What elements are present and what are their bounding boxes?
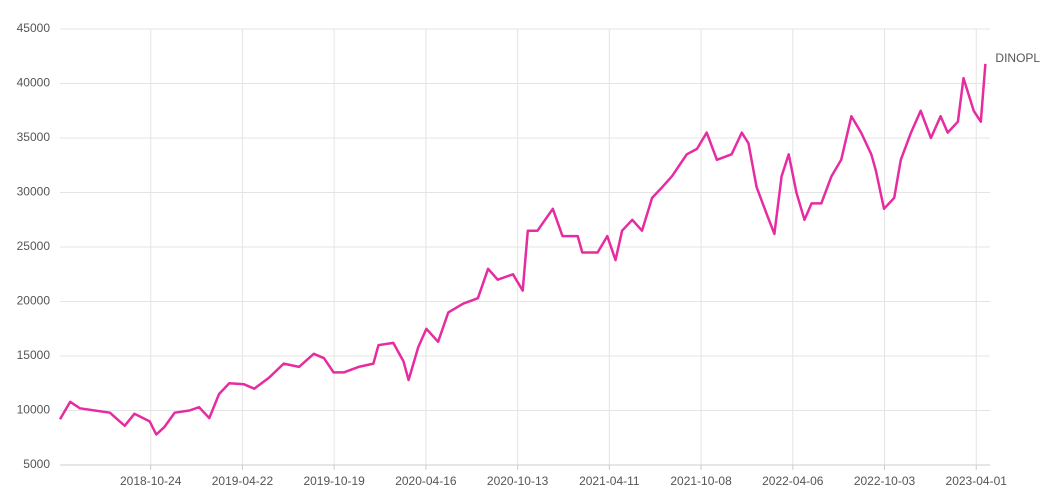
y-tick-label: 30000 xyxy=(17,185,51,199)
x-tick-label: 2019-10-19 xyxy=(303,474,365,488)
y-tick-label: 35000 xyxy=(17,130,51,144)
y-tick-label: 10000 xyxy=(17,403,51,417)
x-tick-label: 2022-10-03 xyxy=(854,474,916,488)
x-tick-label: 2020-04-16 xyxy=(395,474,457,488)
series-line xyxy=(58,63,987,436)
y-tick-label: 5000 xyxy=(23,457,50,471)
x-tick-label: 2018-10-24 xyxy=(120,474,182,488)
x-tick-label: 2021-04-11 xyxy=(579,474,640,488)
y-tick-label: 15000 xyxy=(17,348,51,362)
y-tick-label: 45000 xyxy=(17,21,51,35)
x-tick-label: 2021-10-08 xyxy=(670,474,732,488)
y-tick-label: 40000 xyxy=(17,76,51,90)
x-tick-label: 2020-10-13 xyxy=(487,474,549,488)
series-label: DINOPL xyxy=(995,51,1040,65)
x-tick-label: 2023-04-01 xyxy=(946,474,1008,488)
x-tick-label: 2019-04-22 xyxy=(212,474,274,488)
y-tick-label: 25000 xyxy=(17,239,51,253)
x-tick-label: 2022-04-06 xyxy=(762,474,824,488)
y-tick-label: 20000 xyxy=(17,294,51,308)
